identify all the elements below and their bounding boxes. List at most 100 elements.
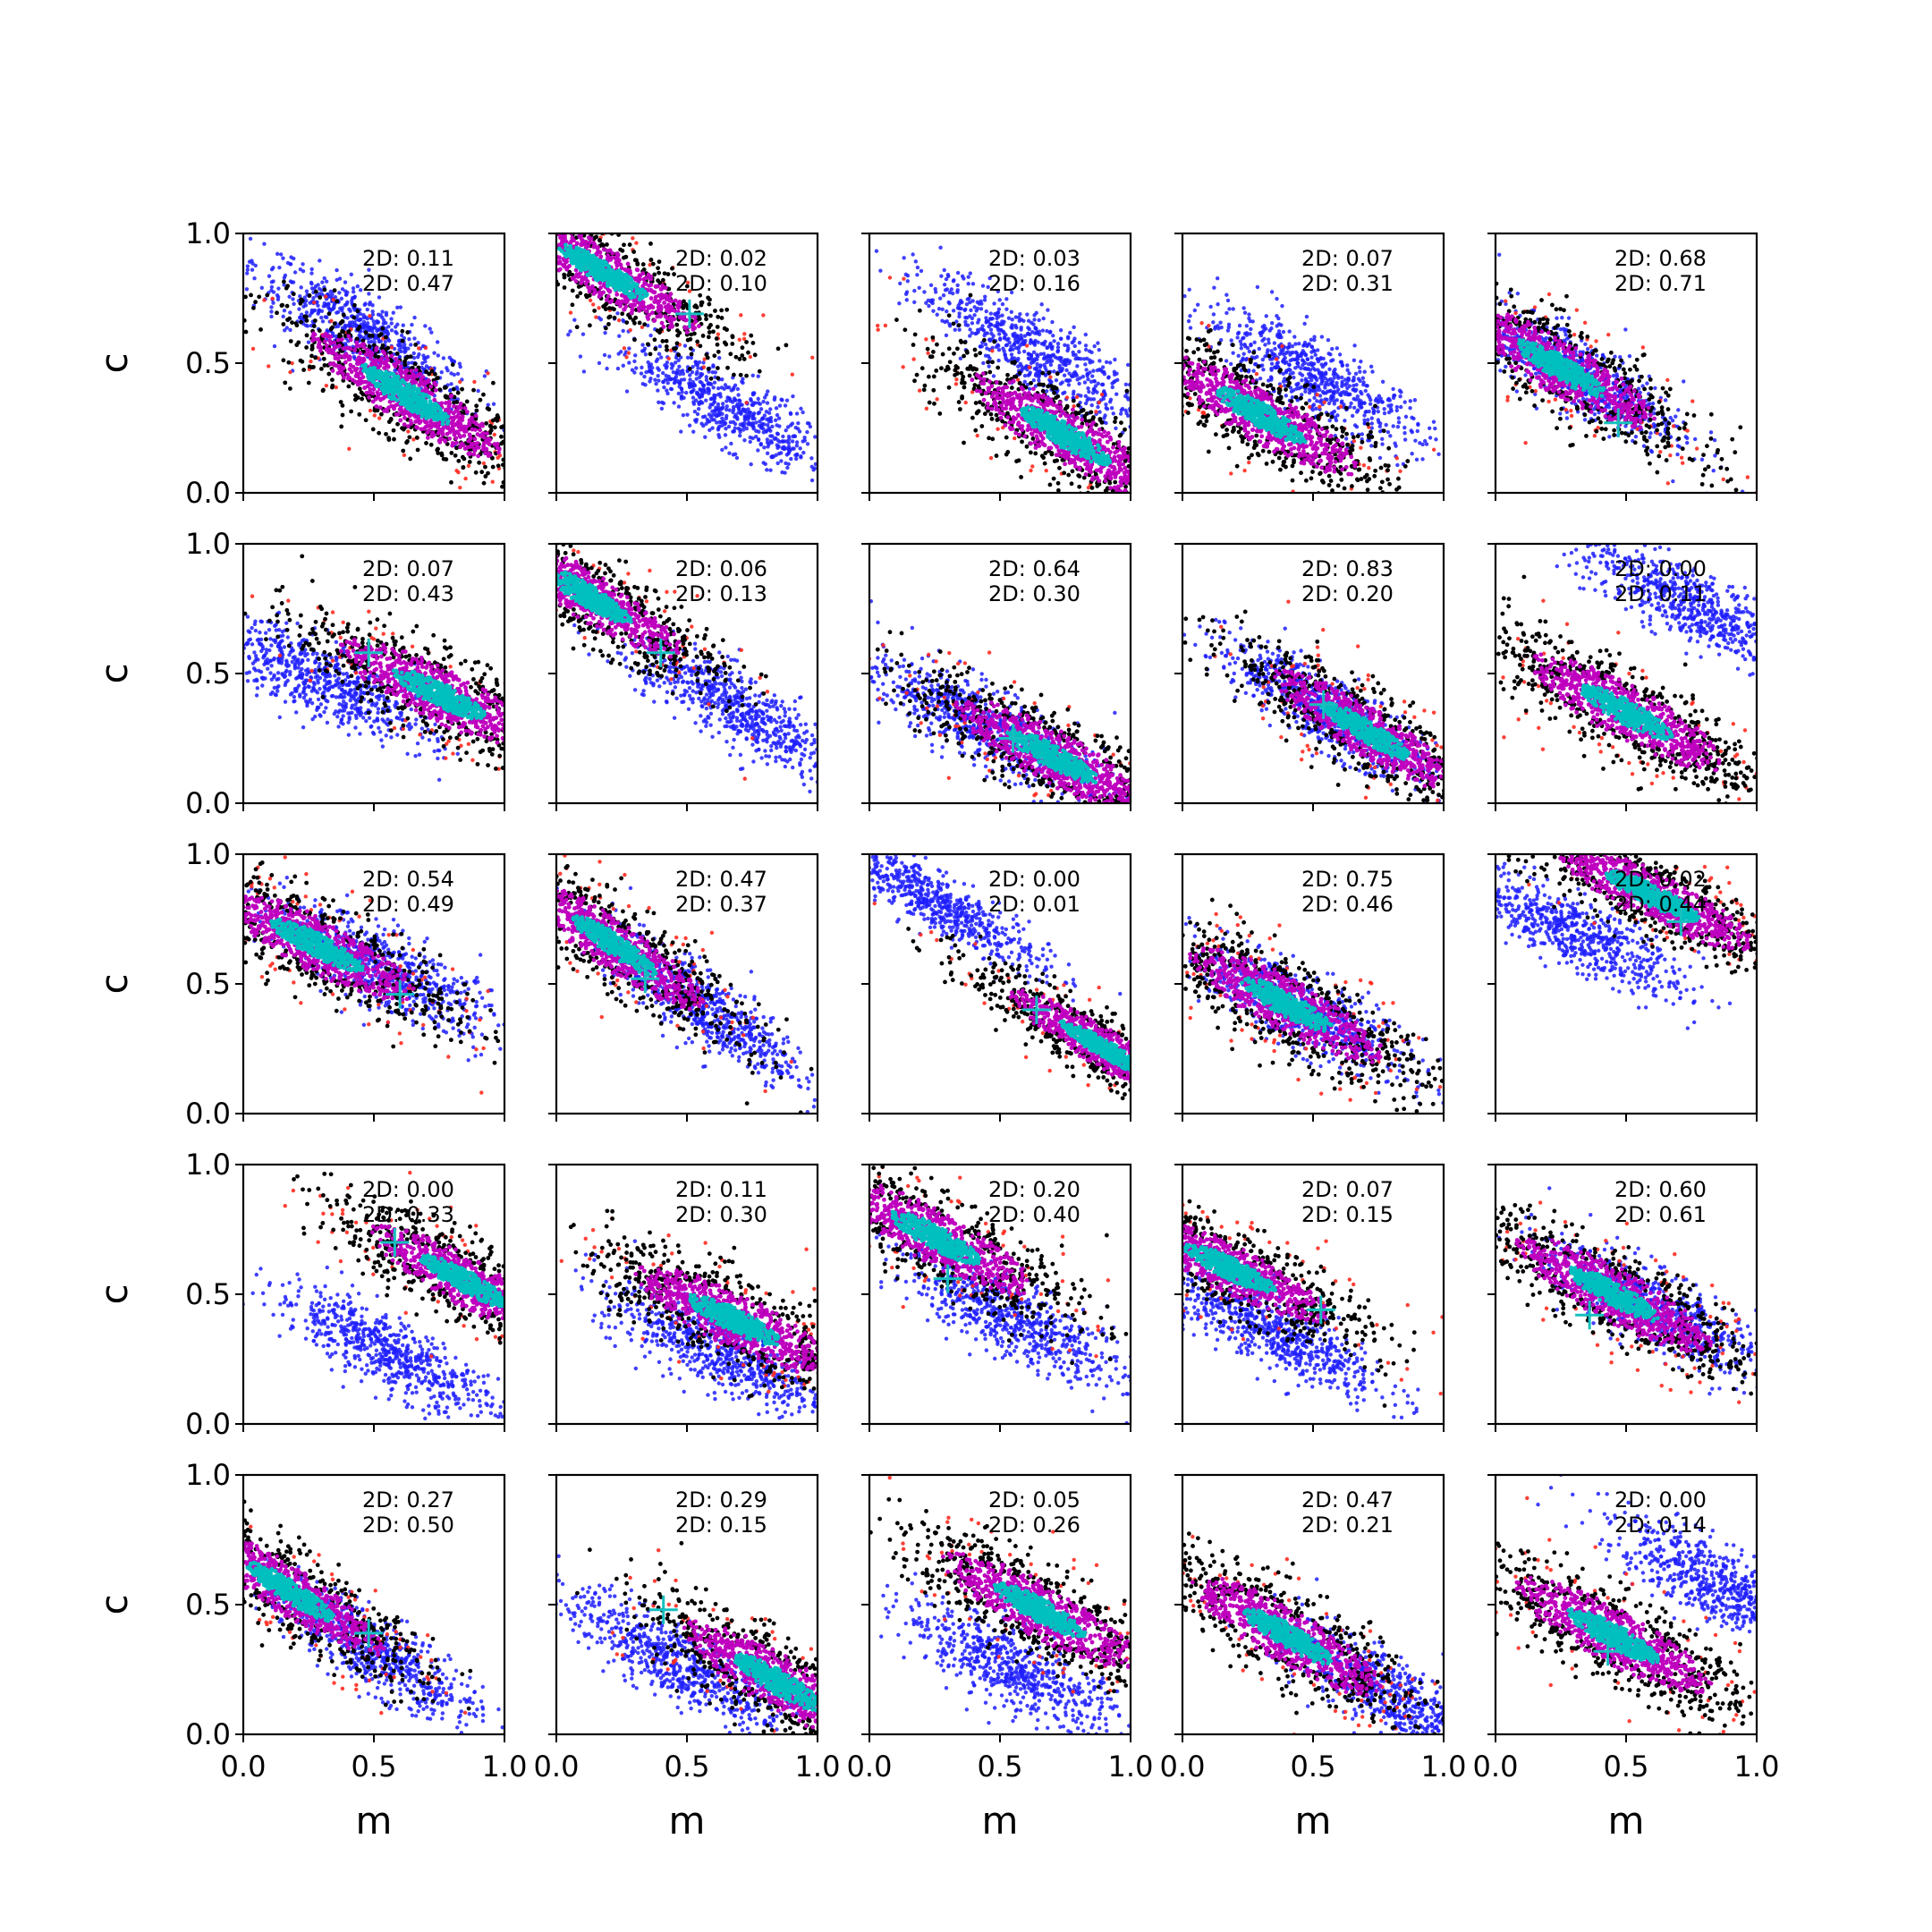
scatter-point [312,309,316,312]
scatter-point [766,401,769,404]
scatter-point [333,288,337,292]
scatter-point [427,378,431,383]
scatter-point [288,310,292,314]
scatter-point [451,362,455,367]
scatter-point [945,287,949,291]
scatter-point [579,264,583,268]
scatter-point [355,309,360,313]
scatter-point [578,291,582,295]
scatter-point [926,352,929,355]
scatter-point [436,426,440,430]
scatter-point [344,302,348,306]
scatter-point [265,293,269,298]
scatter-point [706,418,709,421]
scatter-point [399,369,403,373]
scatter-point [691,430,695,434]
scatter-point [325,279,328,283]
scatter-point [360,397,364,402]
scatter-point [1020,439,1024,444]
scatter-point [970,299,974,302]
scatter-point [327,347,332,352]
scatter-point [657,368,661,371]
scatter-point [670,267,674,271]
scatter-point [738,399,741,402]
scatter-point [275,252,279,256]
scatter-point [718,392,722,395]
scatter-point [402,416,407,420]
scatter-point [440,370,444,374]
scatter-point [643,347,647,351]
scatter-point [791,439,794,443]
scatter-point [778,403,782,407]
scatter-point [352,355,356,359]
scatter-point [737,407,741,411]
scatter-point [1068,331,1072,335]
scatter-point [938,296,942,300]
scatter-point [332,298,335,301]
scatter-point [271,301,275,304]
scatter-point [401,449,405,453]
scatter-point [394,357,398,361]
scatter-point [786,462,790,466]
scatter-point [1004,353,1007,357]
scatter-point [473,428,478,432]
scatter-point [775,462,779,465]
scatter-point [968,374,972,378]
scatter-point [701,415,705,419]
scatter-point [1077,350,1080,353]
scatter-point [294,321,299,326]
scatter-point [623,285,628,290]
scatter-point [775,443,779,446]
scatter-point [458,486,462,489]
scatter-point [395,352,400,356]
scatter-point [616,277,621,282]
scatter-point [436,376,440,380]
scatter-point [281,257,284,260]
scatter-point [617,268,622,273]
scatter-point [736,411,740,414]
scatter-point [992,374,996,377]
scatter-point [632,337,637,342]
scatter-point [979,307,983,310]
scatter-point [813,435,817,438]
scatter-point [1045,357,1048,360]
scatter-point [1111,386,1114,389]
scatter-point [807,421,810,425]
scatter-point [674,360,677,364]
scatter-point [452,442,456,446]
scatter-point [640,371,643,375]
scatter-point [934,287,937,291]
scatter-point [774,419,777,422]
scatter-point [1100,393,1104,396]
scatter-point [1041,389,1046,394]
scatter-point [344,292,348,296]
scatter-point [711,329,716,334]
scatter-point [676,352,681,357]
scatter-point [424,346,428,350]
scatter-point [966,297,970,301]
scatter-point [1113,358,1116,361]
scatter-point [761,313,765,317]
y-tick-label: 1.0 [185,216,231,250]
scatter-point [962,354,966,359]
scatter-point [1080,409,1084,413]
scatter-point [411,372,416,377]
scatter-point [945,309,948,313]
scatter-point [476,453,480,458]
scatter-point [476,389,479,393]
scatter-point [269,305,273,309]
scatter-point [458,380,462,384]
scatter-point [622,364,625,368]
scatter-point [595,278,599,283]
scatter-point [779,459,783,462]
scatter-point [918,286,921,290]
scatter-point [666,381,670,385]
scatter-point [329,319,333,323]
scatter-point [714,370,717,374]
scatter-point [922,290,926,293]
scatter-point [983,294,987,298]
scatter-point [457,416,462,420]
scatter-point [1097,359,1101,362]
scatter-point [432,417,436,421]
scatter-point [372,323,376,326]
